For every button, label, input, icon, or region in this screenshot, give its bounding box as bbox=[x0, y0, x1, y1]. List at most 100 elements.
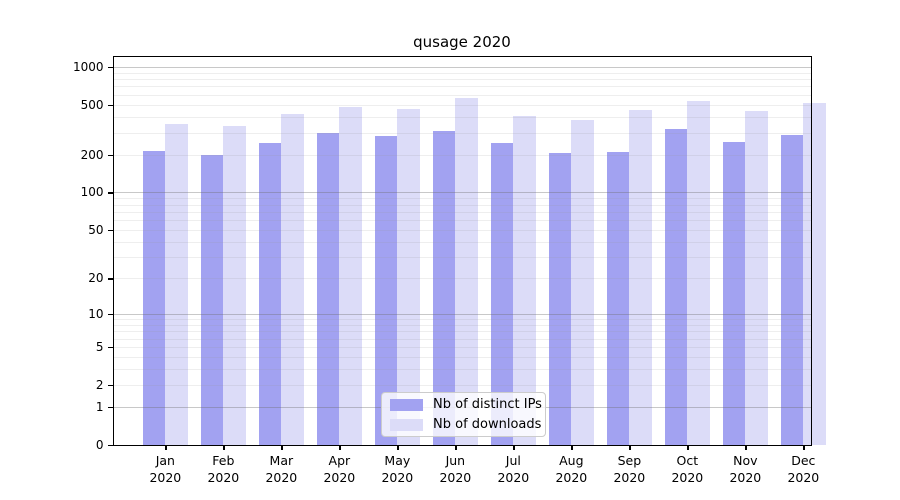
x-tick bbox=[803, 445, 805, 450]
bar-downloads bbox=[281, 113, 304, 445]
major-gridline bbox=[113, 313, 811, 315]
y-tick bbox=[107, 67, 113, 69]
bar-downloads bbox=[513, 116, 536, 445]
bar-downloads bbox=[745, 111, 768, 445]
legend-label-downloads: Nb of downloads bbox=[433, 417, 542, 432]
minor-gridline bbox=[113, 211, 811, 213]
x-tick-month: Sep bbox=[617, 453, 642, 468]
y-tick-label: 1 bbox=[95, 400, 104, 415]
y-tick-label: 20 bbox=[88, 271, 104, 286]
y-tick-label: 100 bbox=[80, 185, 104, 200]
x-tick bbox=[281, 445, 283, 450]
x-tick-year: 2020 bbox=[729, 470, 762, 485]
x-tick-month: Feb bbox=[212, 453, 235, 468]
bar-distinct-ips bbox=[201, 154, 224, 445]
x-tick-year: 2020 bbox=[555, 470, 588, 485]
major-gridline bbox=[113, 67, 811, 68]
y-tick bbox=[107, 346, 113, 349]
x-tick bbox=[687, 445, 689, 450]
y-tick bbox=[107, 229, 113, 232]
x-tick-label: Oct 2020 bbox=[660, 452, 714, 486]
x-tick-label: Mar 2020 bbox=[254, 452, 308, 486]
bar-downloads bbox=[339, 107, 362, 445]
x-tick bbox=[165, 445, 167, 450]
bar-distinct-ips bbox=[549, 153, 572, 445]
minor-gridline bbox=[113, 94, 811, 96]
bar-distinct-ips bbox=[607, 151, 630, 445]
x-tick-month: Oct bbox=[676, 453, 699, 468]
bar-downloads bbox=[687, 100, 710, 445]
minor-gridline bbox=[113, 154, 811, 156]
minor-gridline bbox=[113, 241, 811, 243]
x-tick bbox=[745, 445, 747, 450]
minor-gridline bbox=[113, 346, 811, 348]
y-tick bbox=[107, 154, 113, 157]
x-tick-month: May bbox=[384, 453, 411, 468]
legend-item-distinct-ips: Nb of distinct IPs bbox=[390, 397, 545, 412]
y-tick bbox=[107, 104, 113, 107]
minor-gridline bbox=[113, 132, 811, 134]
minor-gridline bbox=[113, 278, 811, 280]
x-tick-year: 2020 bbox=[265, 470, 298, 485]
minor-gridline bbox=[113, 338, 811, 340]
legend-swatch-downloads bbox=[390, 418, 423, 431]
bar-distinct-ips bbox=[317, 132, 340, 445]
legend-label-distinct-ips: Nb of distinct IPs bbox=[433, 397, 542, 412]
x-tick-label: Jun 2020 bbox=[428, 452, 482, 486]
minor-gridline bbox=[113, 369, 811, 371]
x-tick-month: Nov bbox=[733, 453, 758, 468]
plot-border bbox=[112, 56, 812, 446]
x-tick bbox=[571, 445, 573, 450]
x-tick-year: 2020 bbox=[787, 470, 820, 485]
x-tick-month: Apr bbox=[328, 453, 351, 468]
x-tick-month: Dec bbox=[791, 453, 816, 468]
major-gridline bbox=[113, 192, 811, 194]
y-tick-label: 500 bbox=[80, 97, 104, 112]
x-tick bbox=[513, 445, 515, 450]
bar-downloads bbox=[571, 120, 594, 445]
x-tick-year: 2020 bbox=[381, 470, 414, 485]
x-tick-label: Dec 2020 bbox=[776, 452, 830, 486]
minor-gridline bbox=[113, 384, 811, 386]
x-tick bbox=[629, 445, 631, 450]
minor-gridline bbox=[113, 198, 811, 200]
x-tick-label: Jan 2020 bbox=[138, 452, 192, 486]
y-tick bbox=[107, 384, 113, 387]
minor-gridline bbox=[113, 324, 811, 326]
x-tick-year: 2020 bbox=[497, 470, 530, 485]
x-tick-year: 2020 bbox=[439, 470, 472, 485]
x-tick bbox=[339, 445, 341, 450]
bar-downloads bbox=[455, 98, 478, 445]
y-tick-label: 200 bbox=[80, 147, 104, 162]
minor-gridline bbox=[113, 72, 811, 74]
x-tick-label: Jul 2020 bbox=[486, 452, 540, 486]
x-tick-label: Feb 2020 bbox=[196, 452, 250, 486]
minor-gridline bbox=[113, 331, 811, 333]
y-tick-label: 0 bbox=[95, 438, 104, 452]
x-tick-year: 2020 bbox=[671, 470, 704, 485]
x-tick-label: Apr 2020 bbox=[312, 452, 366, 486]
legend-swatch-distinct-ips bbox=[390, 398, 423, 411]
bar-distinct-ips bbox=[259, 142, 282, 445]
chart-title: qusage 2020 bbox=[413, 33, 511, 51]
y-tick-label: 2 bbox=[95, 377, 104, 392]
bar-distinct-ips bbox=[433, 130, 456, 445]
y-tick bbox=[107, 313, 113, 315]
bar-downloads bbox=[397, 109, 420, 445]
bar-distinct-ips bbox=[375, 135, 398, 445]
x-tick-year: 2020 bbox=[149, 470, 182, 485]
minor-gridline bbox=[113, 319, 811, 321]
bar-downloads bbox=[165, 124, 188, 445]
minor-gridline bbox=[113, 356, 811, 358]
bar-distinct-ips bbox=[723, 142, 746, 445]
y-tick bbox=[107, 407, 113, 409]
x-tick-year: 2020 bbox=[613, 470, 646, 485]
y-tick bbox=[107, 192, 113, 194]
bar-distinct-ips bbox=[781, 134, 804, 445]
bar-distinct-ips bbox=[143, 150, 166, 445]
minor-gridline bbox=[113, 86, 811, 88]
bar-downloads bbox=[629, 110, 652, 445]
